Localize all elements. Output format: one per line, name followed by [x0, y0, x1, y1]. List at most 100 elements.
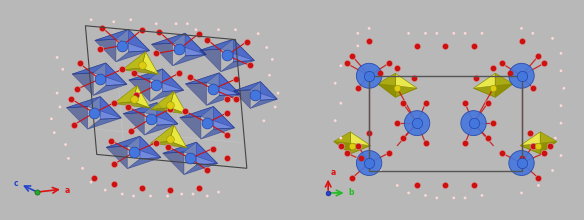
Polygon shape [140, 136, 161, 159]
Point [517, 27, 526, 30]
Point [203, 121, 212, 125]
Polygon shape [201, 128, 235, 139]
Polygon shape [200, 39, 233, 50]
Point [353, 44, 363, 48]
Point [483, 101, 492, 105]
Point [191, 28, 200, 31]
Point [166, 137, 175, 140]
Polygon shape [200, 49, 221, 72]
Polygon shape [67, 97, 100, 108]
Point [166, 103, 175, 107]
Point [534, 54, 543, 58]
Point [194, 186, 203, 190]
Polygon shape [163, 142, 218, 163]
Ellipse shape [356, 150, 382, 176]
Point [392, 66, 402, 70]
Point [151, 52, 161, 55]
Ellipse shape [404, 111, 430, 136]
Point [483, 101, 492, 105]
Point [477, 194, 486, 197]
Polygon shape [200, 39, 255, 60]
Point [342, 151, 351, 155]
Point [75, 62, 85, 65]
Ellipse shape [509, 150, 534, 176]
Point [469, 44, 478, 48]
Point [174, 72, 183, 75]
Polygon shape [520, 132, 540, 154]
Point [50, 131, 59, 134]
Polygon shape [495, 73, 513, 97]
Point [223, 133, 232, 136]
Polygon shape [234, 82, 277, 99]
Point [460, 32, 470, 35]
Point [440, 184, 450, 187]
Point [440, 184, 450, 187]
Point [364, 131, 374, 135]
Polygon shape [93, 84, 127, 95]
Polygon shape [106, 136, 140, 147]
Point [557, 154, 566, 157]
Point [154, 30, 164, 33]
Point [506, 72, 515, 75]
Point [166, 188, 175, 192]
Point [163, 145, 172, 148]
Point [132, 93, 141, 97]
Point [336, 144, 346, 147]
Point [331, 81, 340, 85]
Point [557, 121, 566, 125]
Point [540, 151, 549, 155]
Point [180, 109, 189, 113]
Point [109, 182, 119, 186]
Polygon shape [173, 55, 206, 66]
Point [483, 136, 492, 140]
Point [477, 32, 486, 35]
Polygon shape [180, 106, 213, 118]
Point [540, 151, 549, 155]
Polygon shape [67, 106, 88, 129]
Point [223, 133, 232, 136]
Point [342, 62, 351, 65]
Point [364, 161, 374, 165]
Polygon shape [95, 39, 116, 62]
Point [398, 136, 408, 140]
Point [412, 184, 422, 187]
Point [404, 32, 413, 35]
Point [353, 86, 363, 90]
Point [194, 32, 203, 35]
Polygon shape [133, 85, 150, 108]
Polygon shape [67, 97, 121, 118]
Point [421, 101, 430, 105]
Point [506, 72, 515, 75]
Polygon shape [151, 125, 174, 143]
Point [166, 107, 175, 111]
Polygon shape [186, 73, 219, 84]
Polygon shape [151, 108, 187, 114]
Point [203, 169, 212, 172]
Point [526, 131, 535, 135]
Bar [369, 76, 522, 170]
Point [376, 72, 385, 75]
Point [151, 22, 161, 26]
Point [186, 75, 195, 79]
Point [194, 186, 203, 190]
Point [129, 72, 138, 75]
Polygon shape [72, 73, 93, 95]
Point [517, 39, 526, 43]
Point [171, 22, 180, 26]
Point [146, 117, 155, 121]
Point [353, 156, 363, 160]
Point [421, 32, 430, 35]
Point [347, 176, 357, 180]
Point [469, 44, 478, 48]
Point [356, 156, 366, 160]
Point [100, 188, 110, 192]
Ellipse shape [461, 111, 486, 136]
Point [109, 163, 119, 166]
Point [231, 97, 240, 101]
Point [89, 176, 99, 180]
Point [497, 62, 506, 65]
Point [469, 121, 478, 125]
Point [86, 18, 96, 22]
Point [117, 44, 127, 47]
Point [151, 52, 161, 55]
